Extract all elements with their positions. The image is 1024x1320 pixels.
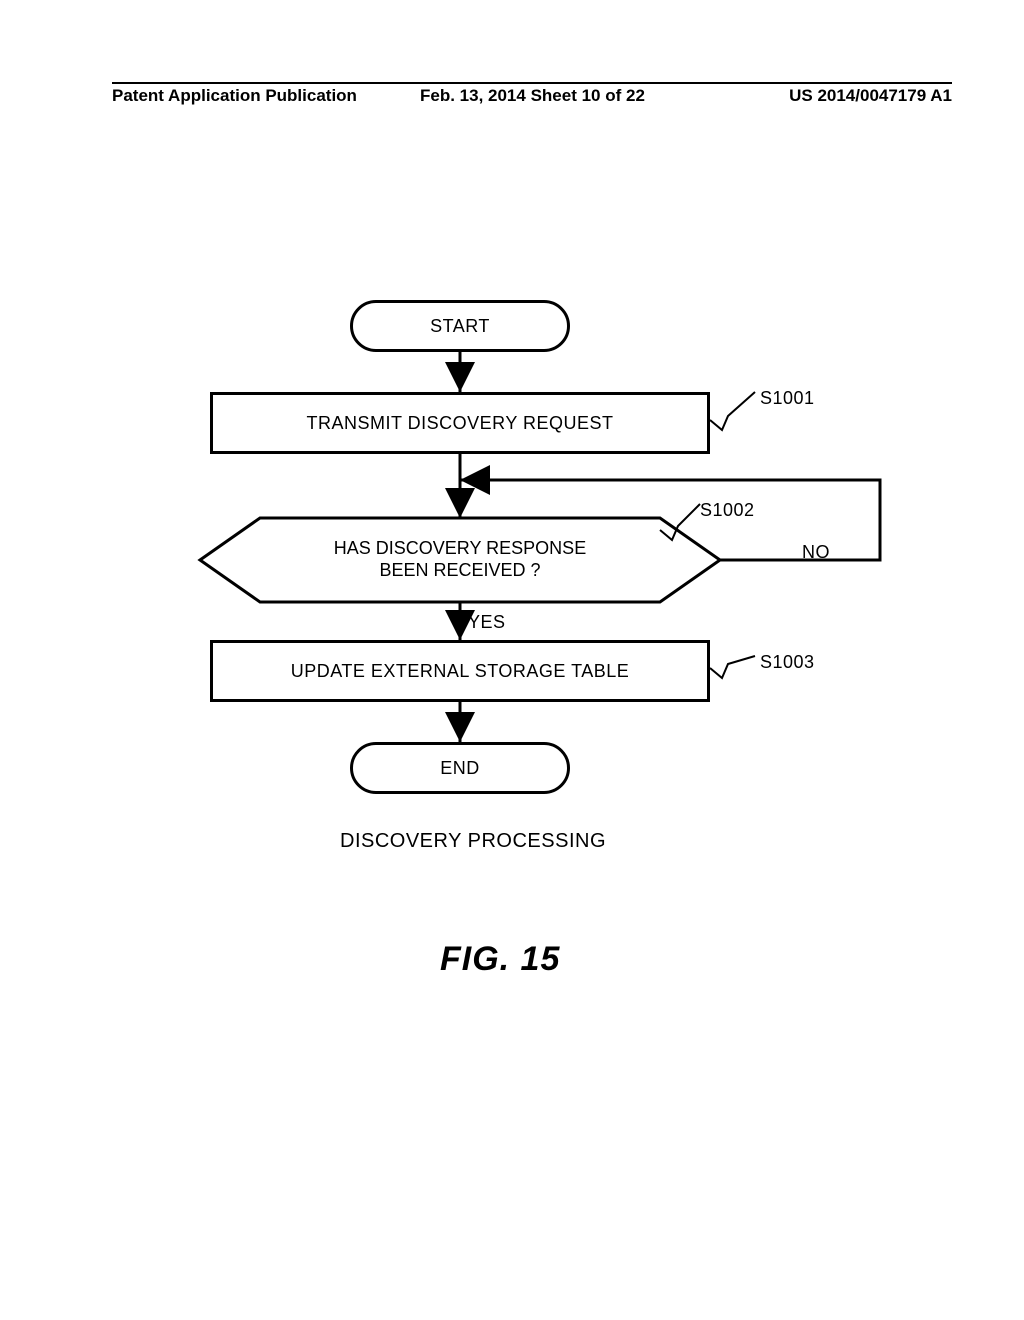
svg-text:BEEN RECEIVED ?: BEEN RECEIVED ? — [379, 560, 540, 580]
label-yes: YES — [468, 612, 506, 633]
label-no: NO — [802, 542, 830, 563]
page: Patent Application Publication Feb. 13, … — [0, 0, 1024, 1320]
node-s1003: UPDATE EXTERNAL STORAGE TABLE — [210, 640, 710, 702]
node-s1001: TRANSMIT DISCOVERY REQUEST — [210, 392, 710, 454]
header-left: Patent Application Publication — [112, 86, 357, 106]
header-rule — [112, 82, 952, 84]
header-mid: Feb. 13, 2014 Sheet 10 of 22 — [420, 86, 645, 106]
caption: DISCOVERY PROCESSING — [340, 830, 606, 853]
header-right: US 2014/0047179 A1 — [789, 86, 952, 106]
ref-s1003: S1003 — [760, 652, 815, 673]
node-start: START — [350, 300, 570, 352]
svg-text:HAS DISCOVERY RESPONSE: HAS DISCOVERY RESPONSE — [334, 538, 586, 558]
ref-s1002: S1002 — [700, 500, 755, 521]
node-end: END — [350, 742, 570, 794]
ref-s1001: S1001 — [760, 388, 815, 409]
figure-label: FIG. 15 — [440, 940, 560, 979]
